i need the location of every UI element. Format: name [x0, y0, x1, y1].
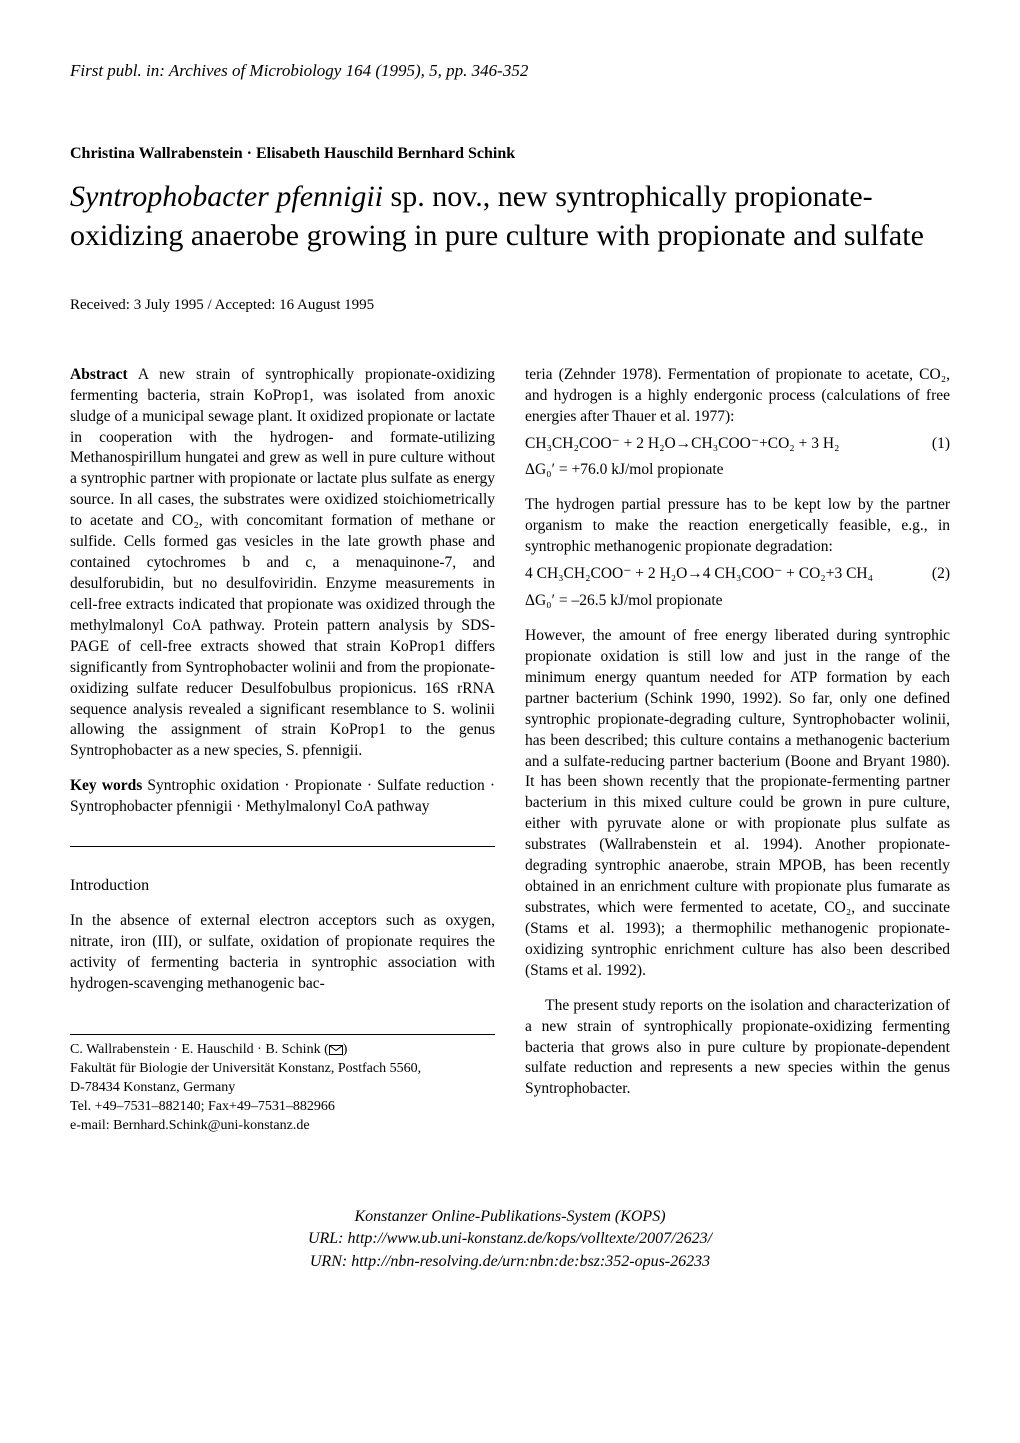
eq1-body: CH₃CH₂COO⁻ + 2 H₂O→CH₃COO⁻+CO₂ + 3 H₂ [525, 434, 839, 455]
footer-line3: URN: http://nbn-resolving.de/urn:nbn:de:… [70, 1251, 950, 1273]
affiliation-divider [70, 1034, 495, 1035]
right-p4: The present study reports on the isolati… [525, 996, 950, 1101]
eq1-dg: ΔG₀′ = +76.0 kJ/mol propionate [525, 460, 950, 481]
right-p2: The hydrogen partial pressure has to be … [525, 495, 950, 558]
left-column: Abstract A new strain of syntrophically … [70, 365, 495, 1136]
right-p1: teria (Zehnder 1978). Fermentation of pr… [525, 365, 950, 428]
equation-2: 4 CH₃CH₂COO⁻ + 2 H₂O→4 CH₃COO⁻ + CO₂+3 C… [525, 564, 950, 585]
authors: Christina Wallrabenstein · Elisabeth Hau… [70, 143, 950, 165]
affil-line1-end: ) [343, 1042, 348, 1057]
affil-line3: D-78434 Konstanz, Germany [70, 1080, 235, 1095]
abstract-paragraph: Abstract A new strain of syntrophically … [70, 365, 495, 763]
abstract-text: A new strain of syntrophically propionat… [70, 366, 495, 760]
abstract-label: Abstract [70, 366, 128, 383]
right-column: teria (Zehnder 1978). Fermentation of pr… [525, 365, 950, 1136]
eq2-dg: ΔG₀′ = –26.5 kJ/mol propionate [525, 591, 950, 612]
right-p3: However, the amount of free energy liber… [525, 626, 950, 982]
equation-1: CH₃CH₂COO⁻ + 2 H₂O→CH₃COO⁻+CO₂ + 3 H₂ (1… [525, 434, 950, 455]
section-divider [70, 846, 495, 847]
article-title: Syntrophobacter pfennigii sp. nov., new … [70, 177, 950, 255]
affil-line2: Fakultät für Biologie der Universität Ko… [70, 1061, 421, 1076]
first-published: First publ. in: Archives of Microbiology… [70, 60, 950, 83]
affiliation-block: C. Wallrabenstein · E. Hauschild · B. Sc… [70, 1041, 495, 1135]
introduction-heading: Introduction [70, 875, 495, 897]
footer-line2: URL: http://www.ub.uni-konstanz.de/kops/… [70, 1228, 950, 1250]
eq2-number: (2) [912, 564, 950, 585]
footer-block: Konstanzer Online-Publikations-System (K… [70, 1206, 950, 1273]
title-species: Syntrophobacter pfennigii [70, 180, 383, 213]
affil-line4: Tel. +49–7531–882140; Fax+49–7531–882966 [70, 1099, 335, 1114]
affil-line5: e-mail: Bernhard.Schink@uni-konstanz.de [70, 1118, 310, 1133]
received-dates: Received: 3 July 1995 / Accepted: 16 Aug… [70, 295, 950, 315]
keywords-paragraph: Key words Syntrophic oxidation · Propion… [70, 776, 495, 818]
envelope-icon [329, 1045, 343, 1055]
footer-line1: Konstanzer Online-Publikations-System (K… [70, 1206, 950, 1228]
introduction-paragraph: In the absence of external electron acce… [70, 911, 495, 995]
eq2-body: 4 CH₃CH₂COO⁻ + 2 H₂O→4 CH₃COO⁻ + CO₂+3 C… [525, 564, 873, 585]
eq1-number: (1) [912, 434, 950, 455]
affil-line1: C. Wallrabenstein · E. Hauschild · B. Sc… [70, 1042, 329, 1057]
keywords-label: Key words [70, 777, 142, 794]
